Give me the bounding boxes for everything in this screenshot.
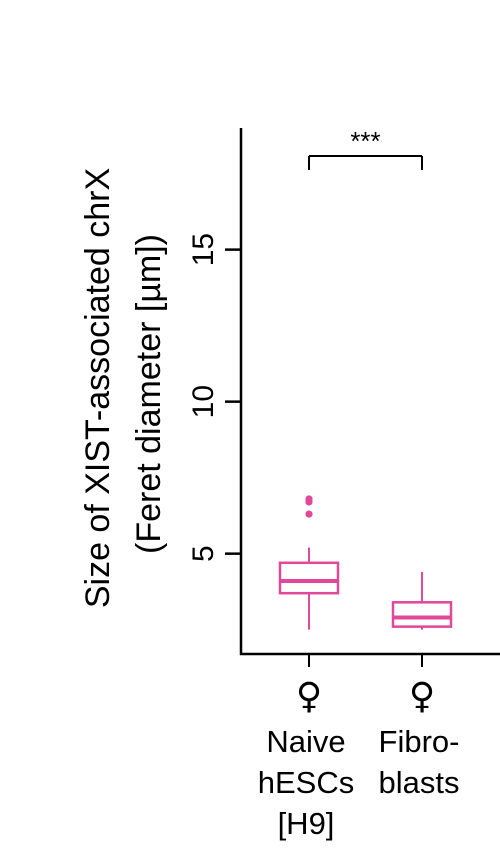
significance-bracket-group: *** <box>308 126 423 170</box>
outlier-point <box>305 495 313 503</box>
box-iqr <box>391 601 453 628</box>
box-2 <box>391 571 453 630</box>
significance-label: *** <box>350 126 380 156</box>
y-axis-ticks: 5 10 15 <box>187 233 241 562</box>
y-tick-label-15: 15 <box>187 233 220 266</box>
x-category-label-2-line-2: blasts <box>379 765 460 800</box>
x-category-label-1-line-2: hESCs <box>258 765 354 800</box>
x-category-label-1-line-3: [H9] <box>278 806 335 841</box>
y-axis-title: Size of XIST-associated chrX (Feret diam… <box>79 168 168 608</box>
outlier-point <box>305 510 313 518</box>
y-tick-label-10: 10 <box>187 385 220 418</box>
box-iqr <box>278 561 340 595</box>
box-1 <box>278 495 340 630</box>
y-tick-label-5: 5 <box>187 545 220 562</box>
y-axis-title-line-1: Size of XIST-associated chrX <box>79 168 117 608</box>
boxes-group <box>278 495 453 630</box>
female-symbol-icon: ♀ <box>409 676 435 717</box>
female-symbol-icon: ♀ <box>296 676 322 717</box>
y-axis-title-line-2: (Feret diameter [µm]) <box>130 234 168 554</box>
x-category-label-2-line-1: Fibro- <box>379 724 460 759</box>
x-category-label-1-line-1: Naive <box>266 724 345 759</box>
x-axis-categories: ♀ Naive hESCs [H9] ♀ Fibro-blasts <box>258 654 460 841</box>
